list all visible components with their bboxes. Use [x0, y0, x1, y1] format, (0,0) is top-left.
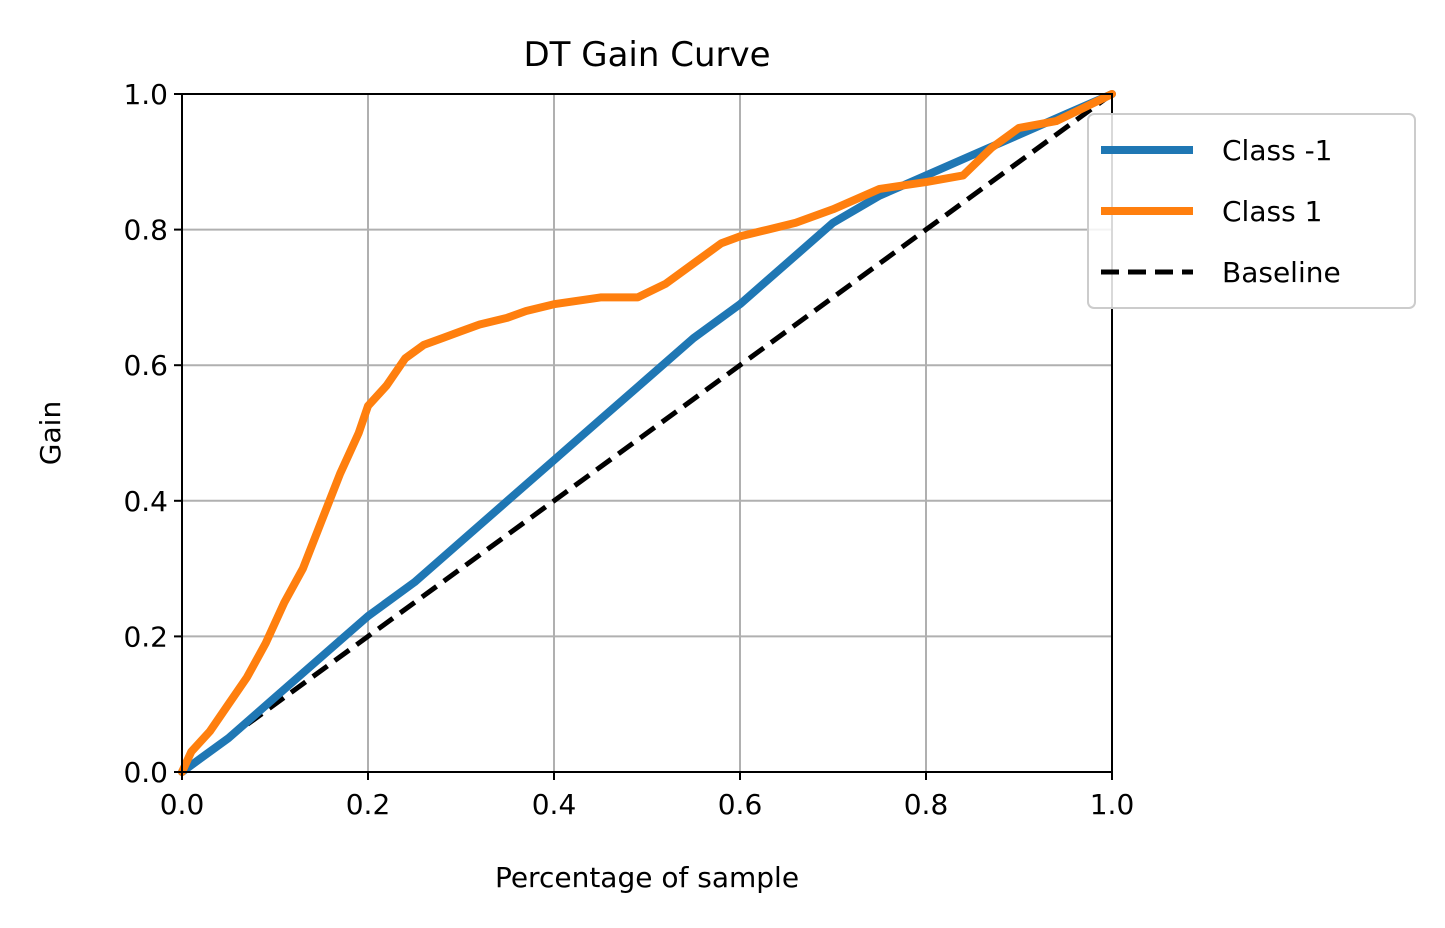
y-axis-label: Gain — [34, 401, 67, 465]
x-axis-label: Percentage of sample — [495, 861, 799, 894]
x-tick-label: 0.0 — [160, 788, 205, 821]
legend-items: Class -1 Class 1 Baseline — [1101, 134, 1341, 289]
legend-label: Baseline — [1222, 256, 1341, 289]
x-tick-label: 0.4 — [532, 788, 577, 821]
series-line-class-1 — [178, 90, 1116, 776]
series-line-class-1 — [178, 90, 1116, 776]
y-tick-label: 0.0 — [123, 756, 168, 789]
y-tick-label: 0.4 — [123, 485, 168, 518]
series-line-baseline — [180, 91, 1114, 775]
y-tick-label: 0.6 — [123, 349, 168, 382]
legend: Class -1 Class 1 Baseline — [1087, 113, 1416, 309]
series-lines — [178, 90, 1116, 776]
x-tick-label: 0.8 — [904, 788, 949, 821]
plot-frame — [181, 93, 1113, 773]
legend-label: Class -1 — [1222, 134, 1332, 167]
x-tick-label: 1.0 — [1090, 788, 1135, 821]
y-tick-label: 1.0 — [123, 78, 168, 111]
chart-title: DT Gain Curve — [523, 35, 770, 75]
x-tick-label: 0.6 — [718, 788, 763, 821]
y-tick-label: 0.8 — [123, 214, 168, 247]
legend-box — [1087, 113, 1416, 309]
x-tick-label: 0.2 — [346, 788, 391, 821]
legend-label: Class 1 — [1222, 195, 1322, 228]
y-tick-label: 0.2 — [123, 620, 168, 653]
axis-ticks: 0.0 0.2 0.4 0.6 0.8 1.0 0.0 0.2 0.4 0.6 0.8 1.0 — [123, 78, 1134, 821]
